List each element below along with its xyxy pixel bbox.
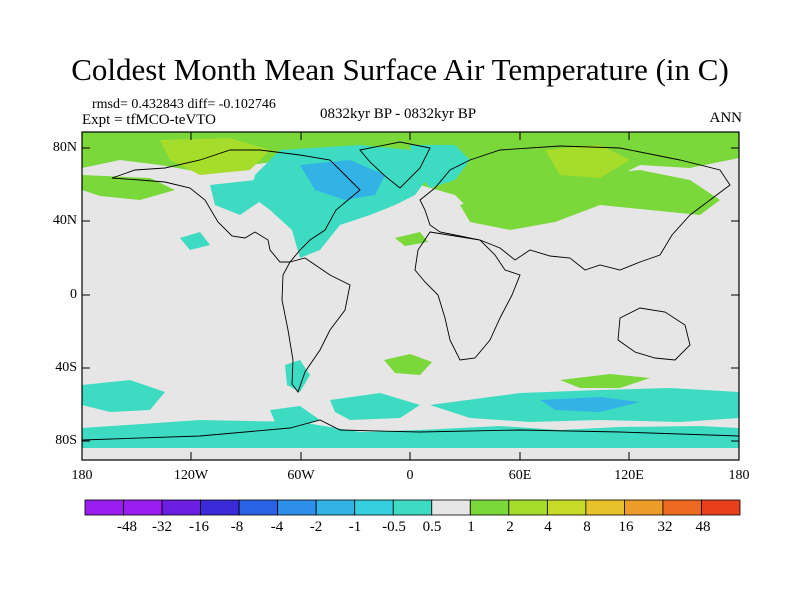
colorbar-label: -48 — [117, 519, 137, 535]
colorbar-swatch — [200, 499, 240, 516]
lat-label-0: 0 — [70, 287, 77, 302]
lon-label-60e: 60E — [508, 468, 532, 483]
colorbar-label: 2 — [506, 519, 514, 535]
warm-anomaly-region — [384, 354, 432, 375]
experiment-label: Expt = tfMCO-teVTO — [82, 112, 217, 128]
colorbar-label: -16 — [189, 519, 209, 535]
north-america-coast — [111, 149, 361, 263]
lat-label-40n: 40N — [52, 213, 77, 228]
colorbar-swatch — [546, 499, 587, 516]
lon-label-120e: 120E — [614, 468, 644, 483]
colorbar-label: -1 — [348, 519, 362, 535]
lat-label-80n: 80N — [52, 140, 77, 155]
cool-anomaly-region — [82, 420, 739, 448]
cool-anomaly-region — [270, 406, 320, 428]
stats-text: rmsd= 0.432843 diff= -0.102746 — [92, 97, 276, 112]
colorbar-label: 16 — [618, 519, 634, 535]
colorbar — [84, 499, 741, 516]
colorbar-swatch — [469, 499, 510, 516]
axis-ticks — [82, 132, 739, 460]
warm-anomaly-region — [395, 232, 428, 246]
colorbar-label: 4 — [544, 519, 552, 535]
cool-anomaly-region — [410, 145, 470, 188]
africa-coast — [414, 231, 521, 361]
lat-label-40s: 40S — [55, 360, 77, 375]
cool-anomaly-region — [330, 393, 420, 420]
season-label: ANN — [709, 110, 743, 126]
lon-label-60w: 60W — [287, 468, 315, 483]
colorbar-swatch — [84, 499, 124, 516]
warm-anomaly-region — [460, 170, 720, 230]
colorbar-label: 1 — [467, 519, 475, 535]
cool-anomaly-region — [250, 145, 430, 258]
colorbar-label: 8 — [583, 519, 591, 535]
colorbar-swatch — [508, 499, 548, 516]
south-america-coast — [281, 257, 351, 393]
colorbar-swatch — [701, 499, 741, 516]
colorbar-swatch — [161, 499, 201, 516]
colorbar-label: -8 — [230, 519, 244, 535]
cool-anomaly-region — [300, 160, 385, 200]
colorbar-label: -2 — [309, 519, 323, 535]
colorbar-swatch — [662, 499, 702, 516]
lon-label-180e: 180 — [728, 468, 750, 483]
colorbar-label: 0.5 — [422, 519, 442, 535]
colorbar-swatch — [354, 499, 394, 516]
period-label: 0832kyr BP - 0832kyr BP — [320, 106, 477, 122]
cool-anomaly-region — [285, 360, 310, 392]
antarctica-coast — [82, 419, 739, 441]
colorbar-swatch — [585, 499, 625, 516]
colorbar-swatch — [238, 499, 279, 516]
warm-anomaly-region — [545, 145, 630, 178]
cool-anomaly-region — [180, 232, 210, 250]
colorbar-swatch — [431, 499, 471, 516]
lat-label-80s: 80S — [55, 433, 77, 448]
warm-anomaly-region — [560, 374, 650, 388]
chart-title: Coldest Month Mean Surface Air Temperatu… — [71, 52, 729, 87]
cool-anomaly-region — [210, 180, 262, 215]
australia-coast — [617, 307, 691, 361]
colorbar-swatch — [624, 499, 664, 516]
warm-anomaly-region — [160, 138, 270, 175]
colorbar-swatch — [277, 499, 317, 516]
cool-anomaly-region — [540, 397, 640, 412]
colorbar-swatch — [392, 499, 433, 516]
colorbar-swatch — [123, 499, 163, 516]
colorbar-swatch — [315, 499, 356, 516]
lon-label-180w: 180 — [71, 468, 93, 483]
colorbar-label: -0.5 — [382, 519, 406, 535]
lon-label-120w: 120W — [173, 468, 209, 483]
coastlines — [82, 141, 739, 441]
colorbar-label: 32 — [657, 519, 673, 535]
anomaly-field — [82, 132, 739, 448]
cool-anomaly-region — [82, 380, 165, 412]
lon-label-0: 0 — [406, 468, 414, 483]
greenland-coast — [359, 141, 431, 189]
colorbar-label: -4 — [270, 519, 284, 535]
colorbar-label: 48 — [695, 519, 711, 535]
colorbar-label: -32 — [152, 519, 172, 535]
